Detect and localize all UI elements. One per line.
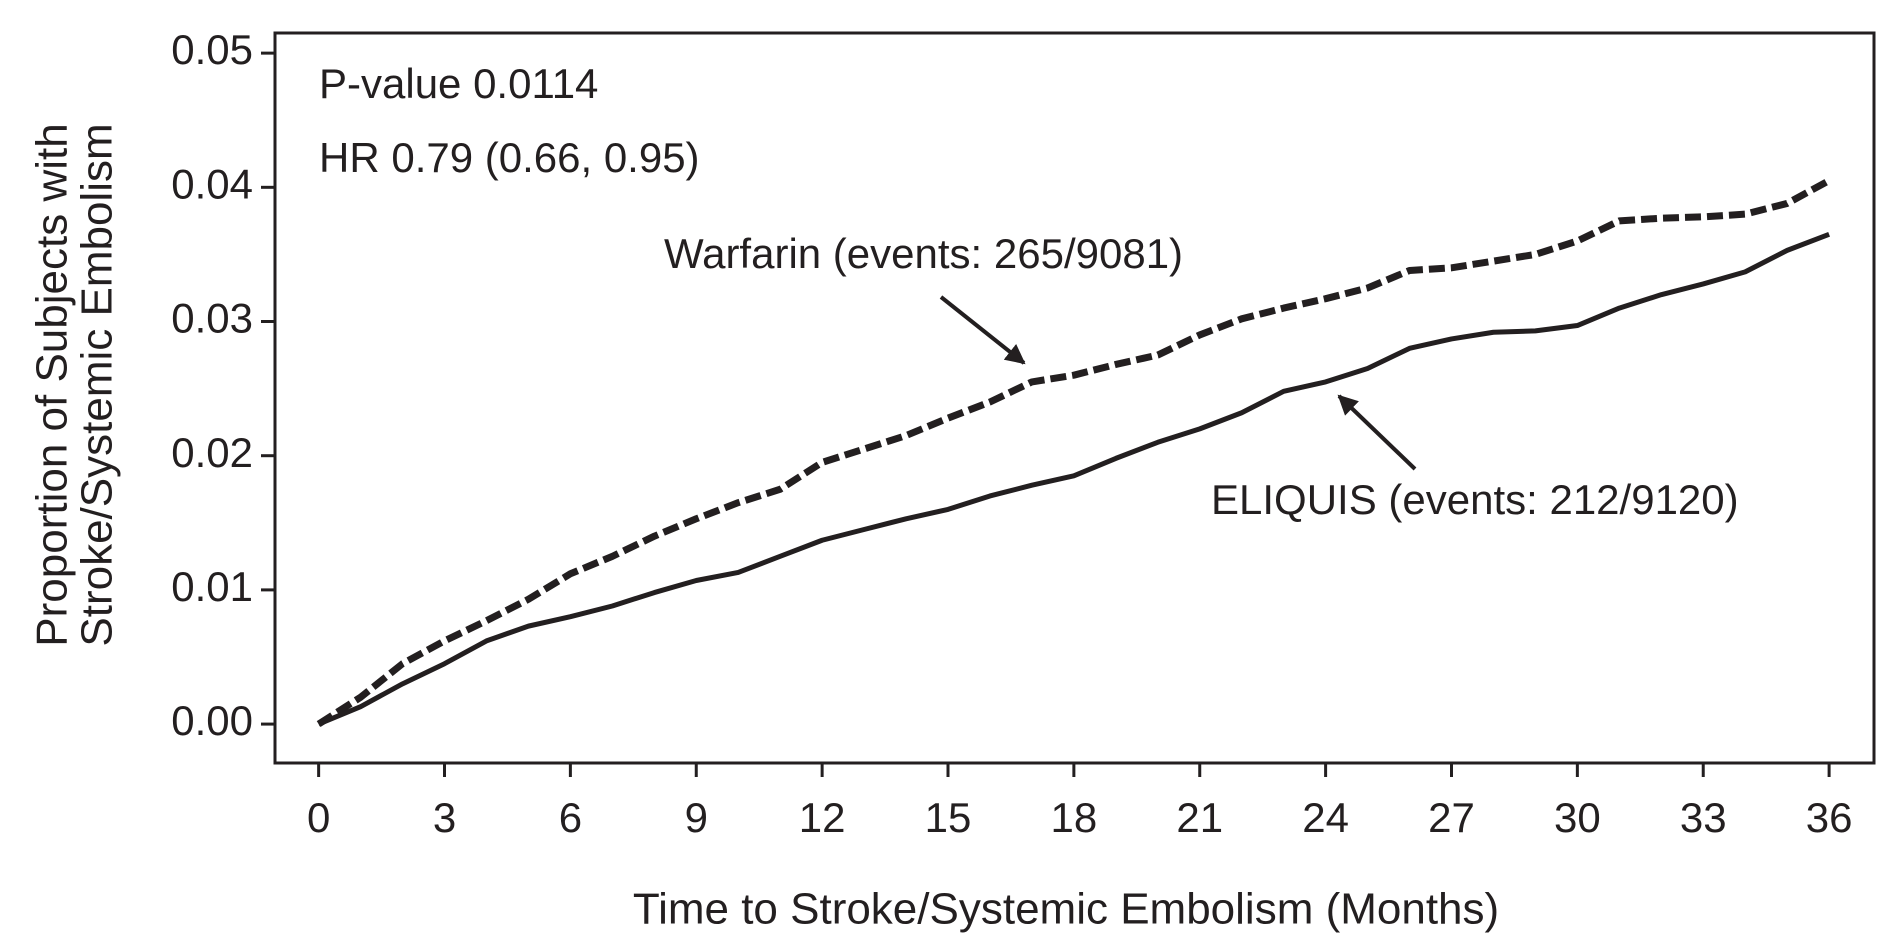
x-tick-label: 9 [685, 794, 708, 841]
x-tick-label: 0 [307, 794, 330, 841]
x-tick-label: 3 [433, 794, 456, 841]
x-tick-label: 15 [925, 794, 972, 841]
annotation: P-value 0.0114 [319, 60, 598, 107]
y-tick-label: 0.00 [171, 697, 253, 744]
x-tick-label: 36 [1806, 794, 1853, 841]
annotation: HR 0.79 (0.66, 0.95) [319, 134, 700, 181]
x-tick-label: 33 [1680, 794, 1727, 841]
series-label: ELIQUIS (events: 212/9120) [1211, 476, 1739, 523]
arrow [1337, 394, 1417, 471]
y-tick-label: 0.04 [171, 160, 253, 207]
y-tick-label: 0.02 [171, 429, 253, 476]
series-line [316, 177, 1831, 728]
y-axis-title: Stroke/Systemic Embolism [73, 123, 122, 646]
x-tick-label: 21 [1176, 794, 1223, 841]
series-label: Warfarin (events: 265/9081) [664, 230, 1183, 277]
y-tick-label: 0.01 [171, 563, 253, 610]
arrow [939, 295, 1026, 365]
x-tick-label: 27 [1428, 794, 1475, 841]
x-axis-title: Time to Stroke/Systemic Embolism (Months… [633, 885, 1499, 934]
x-tick-label: 6 [559, 794, 582, 841]
y-tick-label: 0.05 [171, 26, 253, 73]
y-tick-label: 0.03 [171, 295, 253, 342]
series-line [317, 231, 1831, 727]
x-tick-label: 24 [1302, 794, 1349, 841]
y-axis-title: Proportion of Subjects with [28, 123, 77, 646]
x-tick-label: 12 [799, 794, 846, 841]
x-tick-label: 18 [1051, 794, 1098, 841]
x-tick-label: 30 [1554, 794, 1601, 841]
